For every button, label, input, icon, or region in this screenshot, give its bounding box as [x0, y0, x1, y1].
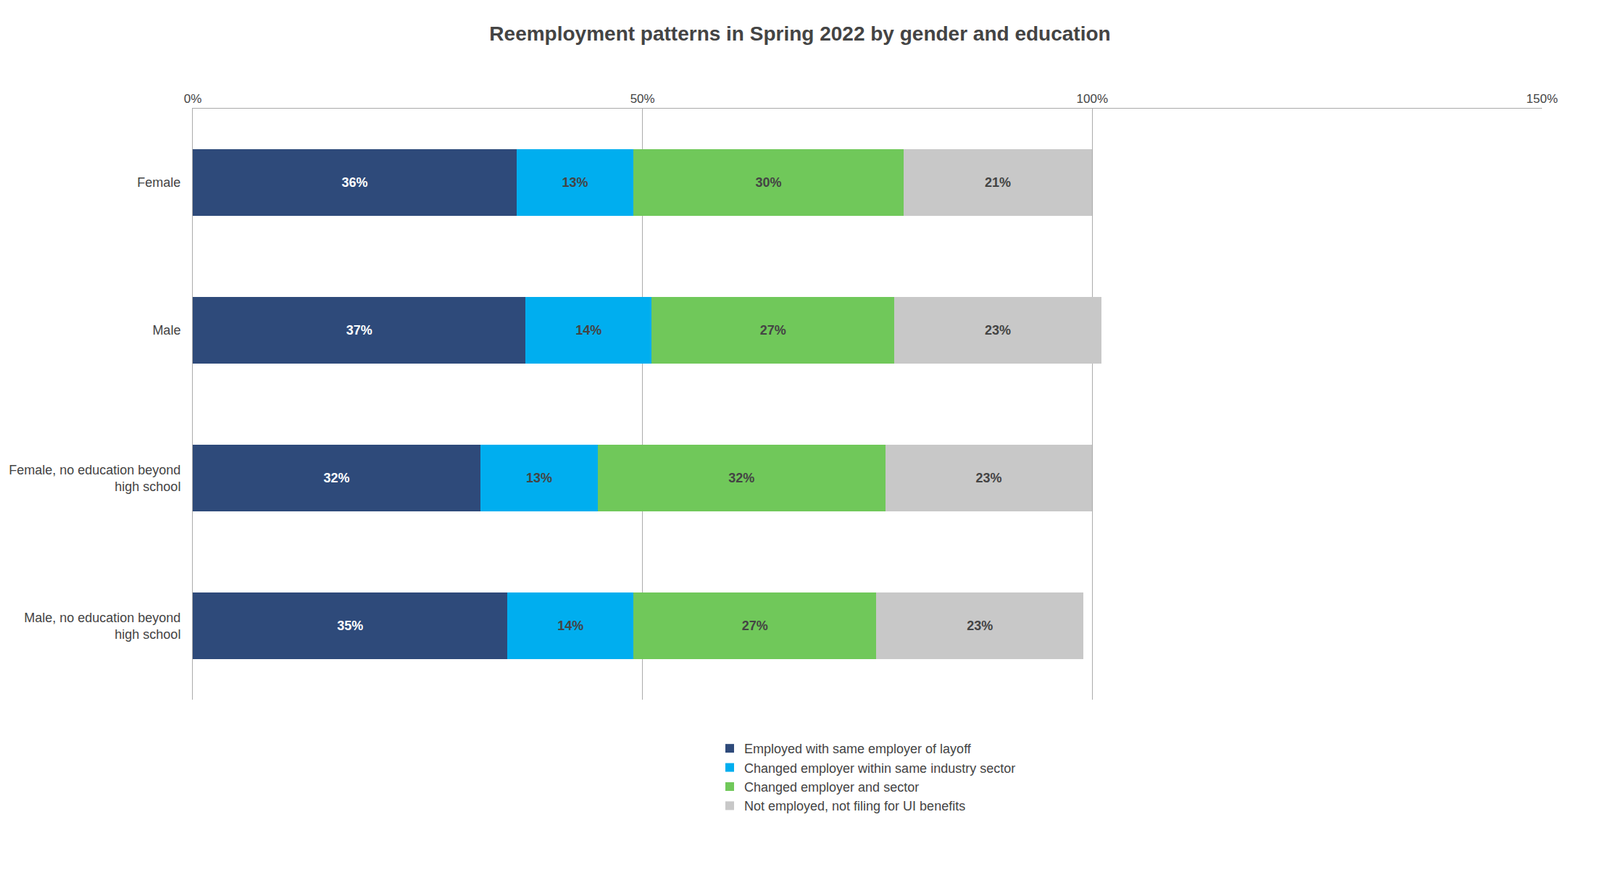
svg-text:23%: 23%	[966, 618, 993, 634]
svg-text:23%: 23%	[976, 471, 1003, 486]
svg-text:36%: 36%	[341, 175, 368, 190]
svg-text:150%: 150%	[1526, 92, 1558, 106]
svg-text:30%: 30%	[755, 175, 782, 190]
svg-text:37%: 37%	[346, 323, 373, 338]
svg-text:Changed employer and sector: Changed employer and sector	[744, 780, 919, 795]
svg-text:13%: 13%	[526, 471, 553, 486]
svg-text:Male, no education beyondhigh: Male, no education beyondhigh school	[23, 610, 181, 643]
svg-text:13%: 13%	[562, 175, 589, 190]
svg-text:32%: 32%	[323, 471, 350, 486]
svg-text:50%: 50%	[630, 92, 656, 106]
svg-text:Changed employer within same i: Changed employer within same industry se…	[744, 761, 1016, 777]
svg-text:23%: 23%	[984, 323, 1011, 338]
svg-text:21%: 21%	[984, 175, 1011, 190]
svg-text:32%: 32%	[728, 471, 755, 486]
svg-text:Female: Female	[136, 175, 181, 190]
svg-text:14%: 14%	[557, 618, 584, 634]
svg-text:100%: 100%	[1076, 92, 1108, 106]
svg-text:Male: Male	[152, 323, 181, 338]
svg-text:27%: 27%	[742, 618, 769, 634]
svg-text:35%: 35%	[336, 618, 364, 634]
svg-text:Female, no education beyondhig: Female, no education beyondhigh school	[8, 463, 181, 495]
svg-text:0%: 0%	[184, 92, 203, 106]
svg-text:14%: 14%	[575, 323, 602, 338]
svg-text:27%: 27%	[760, 323, 787, 338]
svg-text:Not employed, not filing for U: Not employed, not filing for UI benefits	[744, 799, 966, 814]
svg-text:Employed with same employer of: Employed with same employer of layoff	[744, 742, 972, 757]
svg-text:Reemployment patterns in Sprin: Reemployment patterns in Spring 2022 by …	[489, 22, 1111, 45]
